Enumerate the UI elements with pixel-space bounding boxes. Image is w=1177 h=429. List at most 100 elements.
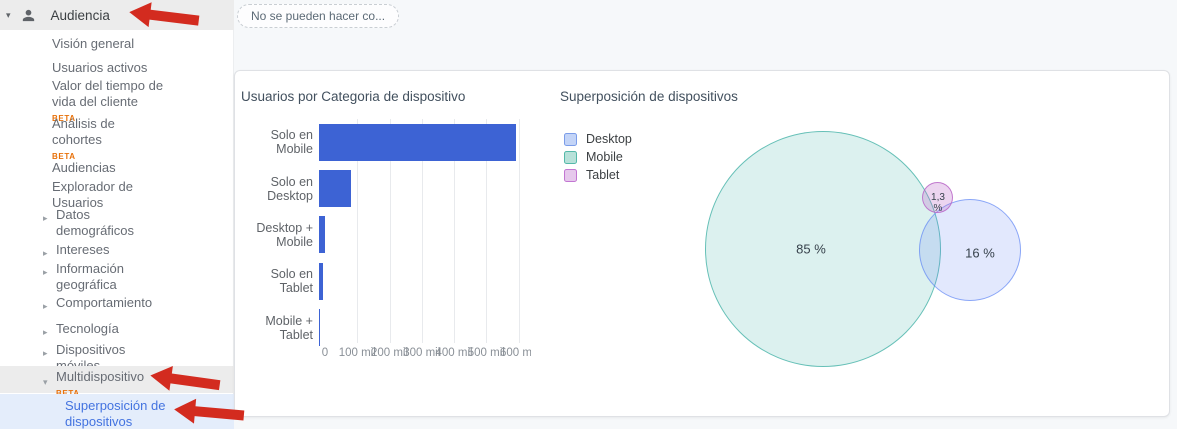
bar-row: Solo en Desktop: [235, 165, 531, 211]
sidebar-item-label: Superposición de dispositivos: [65, 398, 166, 429]
sidebar-item-explorador-usuarios[interactable]: Explorador de Usuarios: [0, 179, 234, 211]
sidebar-item-label: Valor del tiempo de vida del cliente: [52, 78, 164, 109]
sidebar-item-label: Audiencias: [52, 160, 116, 175]
bar-rows: Solo en Mobile Solo en Desktop Desktop + M…: [235, 119, 531, 351]
sidebar-item-valor-tiempo-vida[interactable]: Valor del tiempo de vida del cliente BET…: [0, 78, 234, 127]
bar-row: Solo en Mobile: [235, 119, 531, 165]
sidebar-item-comportamiento[interactable]: ▸ Comportamiento: [0, 295, 234, 311]
legend-item-desktop[interactable]: Desktop: [564, 130, 632, 148]
chevron-down-icon: ▾: [6, 9, 11, 20]
beta-badge: BETA: [52, 152, 76, 161]
sidebar-item-vision-general[interactable]: Visión general: [0, 36, 234, 52]
gridline: [454, 119, 456, 343]
sidebar-item-analisis-cohortes[interactable]: Análisis de cohortes BETA: [0, 116, 234, 165]
venn-chart-title: Superposición de dispositivos: [560, 89, 738, 104]
venn-circle-tablet[interactable]: [922, 182, 953, 213]
x-tick-label: 0: [321, 347, 329, 359]
legend-label: Desktop: [586, 132, 632, 146]
bar[interactable]: [319, 123, 516, 161]
gridline: [389, 119, 391, 343]
chevron-right-icon: ▸: [43, 213, 48, 223]
sidebar-item-multidispositivo[interactable]: ▾ Multidispositivo BETA: [0, 366, 234, 398]
bar[interactable]: [319, 216, 326, 254]
bar-chart-title: Usuarios por Categoria de dispositivo: [241, 89, 466, 104]
x-tick-label: 600 mil: [500, 347, 531, 359]
tooltip-pill: No se pueden hacer co...: [237, 4, 400, 28]
bar-row: Solo en Tablet: [235, 258, 531, 304]
sidebar-item-intereses[interactable]: ▸ Intereses: [0, 242, 234, 258]
gridline: [518, 119, 520, 343]
bar-category-label: Mobile + Tablet: [265, 313, 313, 342]
sidebar-item-usuarios-activos[interactable]: Usuarios activos: [0, 60, 234, 76]
gridline: [421, 119, 423, 343]
sidebar-item-label: Información geográfica: [56, 261, 124, 292]
chevron-right-icon: ▸: [43, 348, 48, 358]
sidebar-item-audiencias[interactable]: Audiencias: [0, 160, 234, 176]
device-category-chart: Usuarios por Categoria de dispositivo So…: [235, 71, 531, 391]
bar-track: [319, 216, 531, 254]
venn-circle-desktop[interactable]: [919, 199, 1021, 301]
venn-label-tablet: 1,3 %: [931, 192, 945, 214]
chevron-right-icon: ▸: [43, 327, 48, 337]
bar-category-label: Desktop + Mobile: [256, 220, 313, 249]
bar-chart-gridlines: [325, 119, 525, 343]
bar[interactable]: [319, 262, 323, 300]
sidebar: ▾ Audiencia Visión general Usuarios acti…: [0, 0, 234, 429]
sidebar-item-informacion-geografica[interactable]: ▸ Información geográfica: [0, 261, 234, 293]
bar[interactable]: [319, 309, 320, 347]
bar-track: [319, 170, 531, 208]
sidebar-item-label: Tecnología: [56, 321, 119, 336]
x-tick-label: 300 mil: [403, 347, 441, 359]
beta-badge: BETA: [52, 114, 76, 123]
sidebar-item-label: Intereses: [56, 242, 110, 257]
bar-track: [319, 123, 531, 161]
venn-label-mobile: 85 %: [796, 241, 826, 257]
bar[interactable]: [319, 170, 352, 208]
mobile-swatch-icon: [564, 150, 577, 164]
sidebar-item-tecnologia[interactable]: ▸ Tecnología: [0, 321, 234, 337]
red-arrow-annotation-superposicion: [173, 396, 247, 429]
sidebar-item-label: Análisis de cohortes: [52, 116, 115, 147]
tablet-swatch-icon: [564, 168, 577, 182]
legend-label: Tablet: [586, 168, 620, 182]
bar-row: Desktop + Mobile: [235, 212, 531, 258]
sidebar-header-label: Audiencia: [50, 7, 110, 23]
sidebar-item-label: Explorador de Usuarios: [52, 179, 133, 210]
sidebar-item-label: Datos demográficos: [56, 207, 135, 238]
chevron-right-icon: ▸: [43, 301, 48, 311]
venn-circle-mobile[interactable]: [705, 131, 941, 367]
gridline: [486, 119, 488, 343]
sidebar-item-label: Multidispositivo: [56, 369, 145, 384]
red-arrow-annotation-audiencia: [128, 0, 203, 34]
legend-label: Mobile: [586, 150, 623, 164]
bar-row: Mobile + Tablet: [235, 305, 531, 351]
x-tick-label: 100 mil: [338, 347, 376, 359]
sidebar-item-label: Visión general: [52, 36, 135, 51]
report-card: Usuarios por Categoria de dispositivo So…: [234, 70, 1170, 417]
sidebar-item-label: Usuarios activos: [52, 60, 148, 75]
bar-category-label: Solo en Desktop: [267, 174, 313, 203]
audience-person-icon: [20, 7, 37, 24]
desktop-swatch-icon: [564, 132, 577, 146]
x-tick-label: 200 mil: [370, 347, 409, 359]
x-axis-tick-labels: 0 100 mil 200 mil 300 mil 400 mil 500 mil 600 …: [322, 347, 531, 363]
bar-track: [319, 262, 531, 300]
chevron-right-icon: ▸: [43, 267, 48, 277]
beta-badge: BETA: [56, 386, 234, 402]
bar-category-label: Solo en Tablet: [270, 267, 313, 296]
venn-legend: Desktop Mobile Tablet: [564, 130, 632, 184]
sidebar-item-datos-demograficos[interactable]: ▸ Datos demográficos: [0, 207, 234, 239]
legend-item-mobile[interactable]: Mobile: [564, 148, 632, 166]
venn-label-desktop: 16 %: [965, 245, 995, 261]
x-tick-label: 400 mil: [435, 347, 473, 359]
legend-item-tablet[interactable]: Tablet: [564, 166, 632, 184]
bar-category-label: Solo en Mobile: [270, 128, 313, 157]
bar-track: [319, 309, 531, 347]
sidebar-item-label: Comportamiento: [56, 295, 153, 310]
gridline: [357, 119, 359, 343]
chevron-right-icon: ▸: [43, 248, 48, 258]
x-tick-label: 500 mil: [467, 347, 505, 359]
red-arrow-annotation-multidispositivo: [148, 362, 223, 399]
chevron-down-icon: ▾: [43, 377, 48, 387]
